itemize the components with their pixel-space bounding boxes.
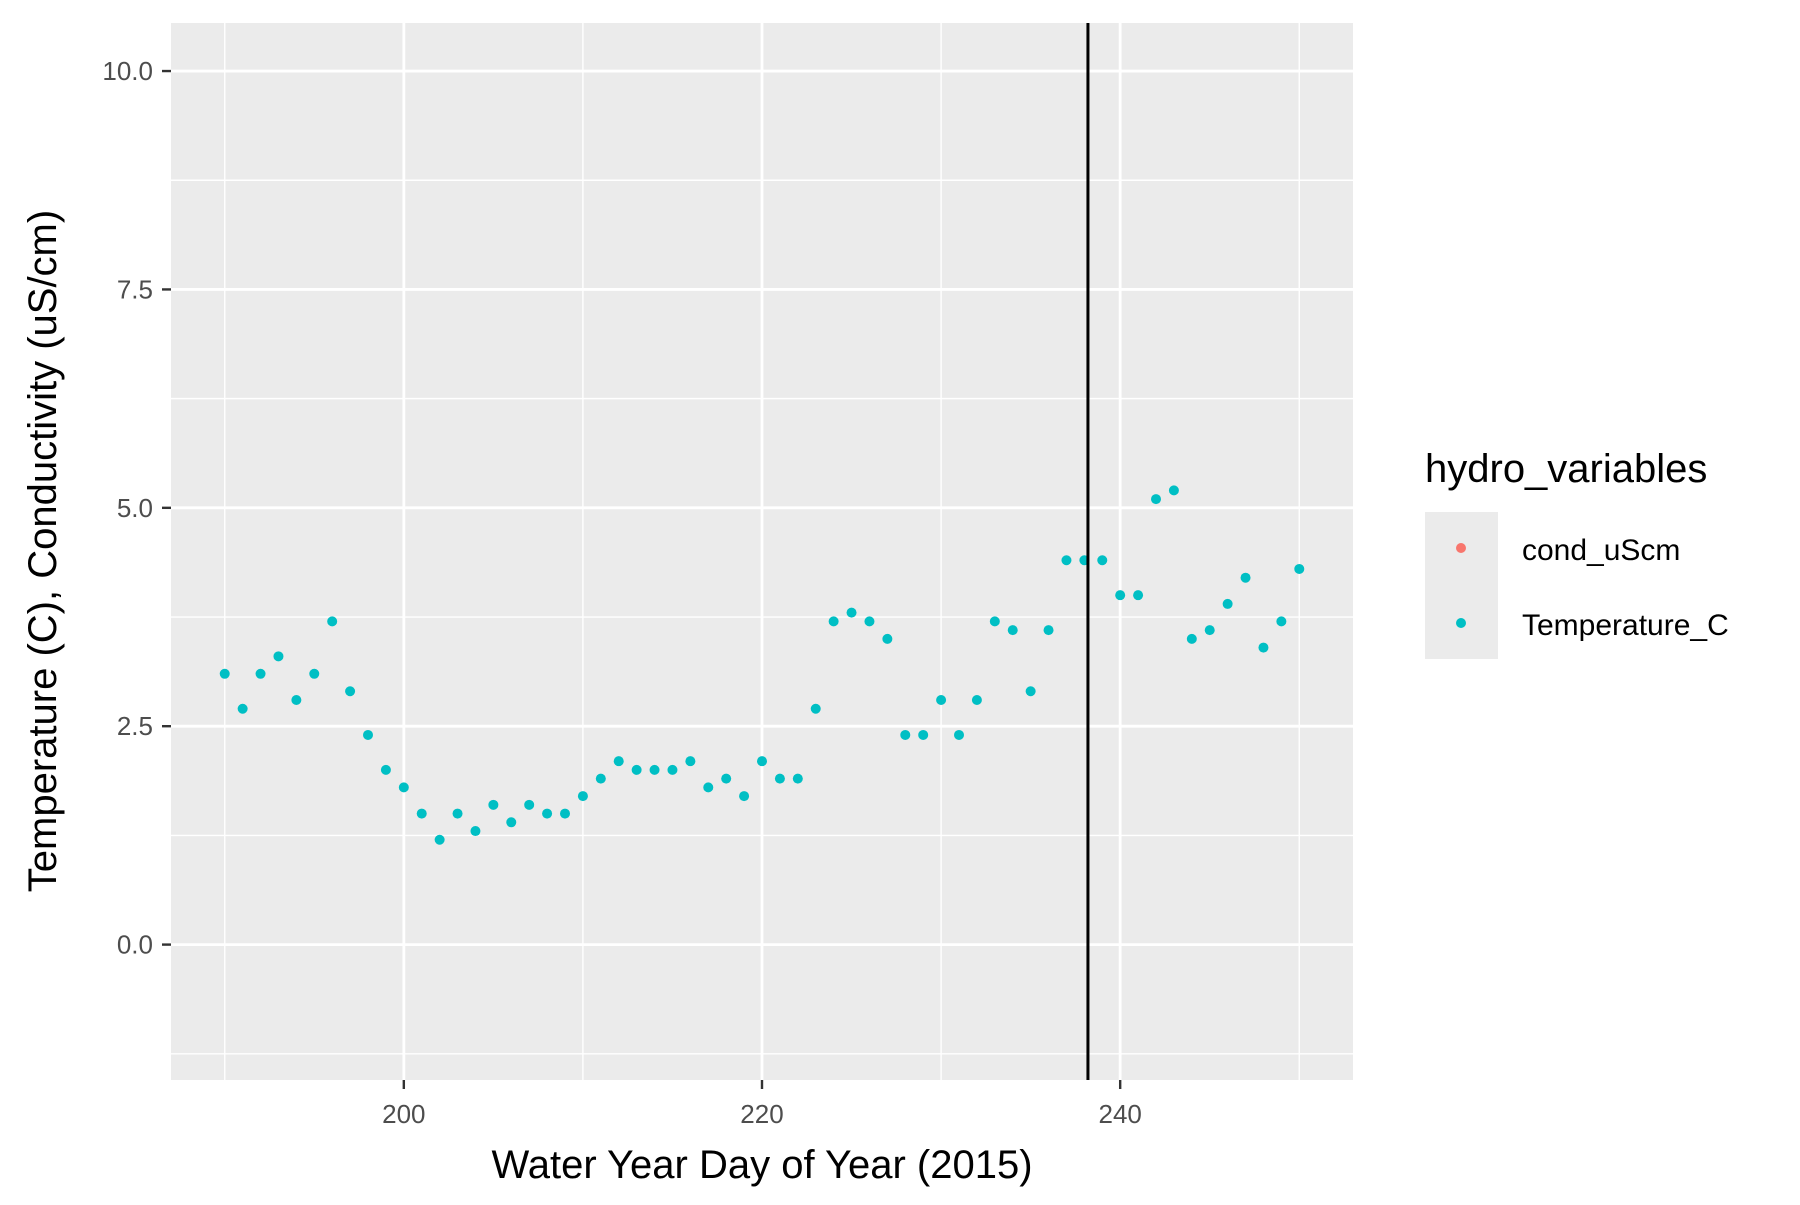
- data-point: [1294, 563, 1305, 574]
- legend-key-background: [1425, 512, 1498, 659]
- data-point: [1222, 598, 1233, 609]
- data-point: [954, 729, 964, 740]
- data-point: [1043, 625, 1054, 636]
- data-point: [757, 756, 767, 767]
- data-point: [1276, 616, 1287, 627]
- data-point: [1204, 625, 1215, 636]
- data-point: [936, 695, 947, 706]
- data-point: [1133, 590, 1144, 601]
- data-point: [291, 695, 302, 706]
- data-point: [255, 668, 266, 679]
- y-axis: 0.0 2.5 5.0 7.5 10.0: [102, 56, 171, 960]
- data-point: [703, 782, 714, 793]
- data-point: [542, 808, 553, 819]
- legend-title: hydro_variables: [1425, 447, 1707, 491]
- data-point: [595, 773, 606, 784]
- data-point: [989, 616, 1000, 627]
- y-tick-label: 5.0: [117, 493, 153, 523]
- x-axis: 200 220 240: [382, 1080, 1142, 1129]
- legend-key-cond-uscm: [1456, 543, 1466, 553]
- data-points: [219, 485, 1305, 845]
- y-tick-label: 2.5: [117, 711, 153, 741]
- data-point: [739, 791, 750, 802]
- data-point: [971, 695, 982, 706]
- data-point: [1061, 555, 1072, 566]
- data-point: [613, 756, 624, 767]
- data-point: [631, 764, 642, 775]
- data-point: [327, 616, 338, 627]
- legend-label-cond-uscm: cond_uScm: [1522, 534, 1680, 567]
- data-point: [1115, 590, 1126, 601]
- data-point: [1097, 555, 1108, 566]
- data-point: [273, 651, 284, 662]
- x-tick-label: 240: [1098, 1099, 1141, 1129]
- data-point: [1258, 642, 1269, 653]
- data-point: [398, 782, 409, 793]
- data-point: [1151, 494, 1161, 505]
- legend-key-temperature-c: [1456, 618, 1466, 628]
- data-point: [667, 764, 678, 775]
- data-point: [1168, 485, 1179, 496]
- y-tick-label: 10.0: [102, 56, 153, 86]
- data-point: [792, 773, 803, 784]
- y-tick-label: 7.5: [117, 274, 153, 304]
- data-point: [774, 773, 785, 784]
- x-tick-label: 220: [740, 1099, 783, 1129]
- y-axis-title: Temperature (C), Conductivity (uS/cm): [21, 210, 65, 892]
- data-point: [918, 729, 929, 740]
- data-point: [882, 633, 893, 644]
- data-point: [721, 773, 732, 784]
- x-tick-label: 200: [382, 1099, 425, 1129]
- data-point: [685, 756, 696, 767]
- data-point: [363, 729, 373, 740]
- data-point: [452, 808, 463, 819]
- data-point: [345, 686, 356, 697]
- data-point: [560, 808, 570, 819]
- data-point: [1240, 572, 1251, 583]
- data-point: [828, 616, 839, 627]
- legend-label-temperature-c: Temperature_C: [1522, 609, 1729, 642]
- y-tick-label: 0.0: [117, 930, 153, 960]
- data-point: [900, 729, 911, 740]
- data-point: [810, 703, 821, 714]
- major-gridlines: [171, 23, 1353, 1080]
- data-point: [470, 826, 481, 837]
- data-point: [506, 817, 517, 828]
- data-point: [1186, 633, 1197, 644]
- data-point: [434, 834, 445, 845]
- data-point: [649, 764, 660, 775]
- data-point: [1025, 686, 1036, 697]
- data-point: [846, 607, 857, 618]
- data-point: [416, 808, 427, 819]
- data-point: [488, 799, 499, 810]
- data-point: [864, 616, 875, 627]
- data-point: [1007, 625, 1018, 636]
- data-point: [237, 703, 248, 714]
- data-point: [524, 799, 535, 810]
- data-point: [577, 791, 588, 802]
- data-point: [219, 668, 230, 679]
- data-point: [380, 764, 391, 775]
- x-axis-title: Water Year Day of Year (2015): [491, 1143, 1032, 1187]
- data-point: [309, 668, 320, 679]
- legend: hydro_variables cond_uScm Temperature_C: [1425, 447, 1729, 659]
